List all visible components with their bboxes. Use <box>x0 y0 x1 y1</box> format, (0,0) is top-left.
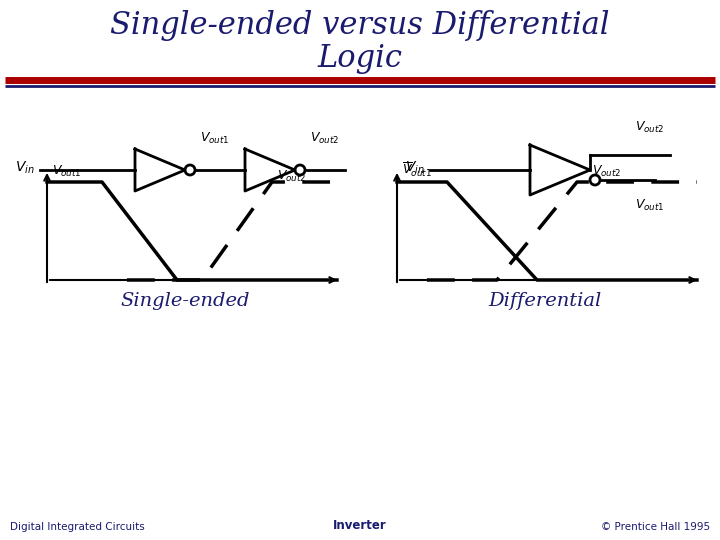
Text: $V_{out2}$: $V_{out2}$ <box>310 131 340 146</box>
Text: Inverter: Inverter <box>333 519 387 532</box>
Text: $V_{out1}$: $V_{out1}$ <box>52 164 81 179</box>
Text: $V_{out1}$: $V_{out1}$ <box>635 198 665 213</box>
Text: © Prentice Hall 1995: © Prentice Hall 1995 <box>601 522 710 532</box>
Text: Single-ended versus Differential: Single-ended versus Differential <box>110 10 610 41</box>
Text: Single-ended: Single-ended <box>120 292 250 310</box>
Text: $V_{out2}$: $V_{out2}$ <box>635 120 665 135</box>
Text: $V_{in}$: $V_{in}$ <box>405 160 425 176</box>
Text: Differential: Differential <box>488 292 602 310</box>
Text: Digital Integrated Circuits: Digital Integrated Circuits <box>10 522 145 532</box>
Text: $V_{out2}$: $V_{out2}$ <box>592 164 621 179</box>
Text: $V_{in}$: $V_{in}$ <box>15 160 35 176</box>
Text: $\overline{V}_{out1}$: $\overline{V}_{out1}$ <box>402 161 432 179</box>
Text: $V_{out2}$: $V_{out2}$ <box>277 169 307 184</box>
Text: Logic: Logic <box>318 43 402 74</box>
Text: $V_{out1}$: $V_{out1}$ <box>200 131 230 146</box>
